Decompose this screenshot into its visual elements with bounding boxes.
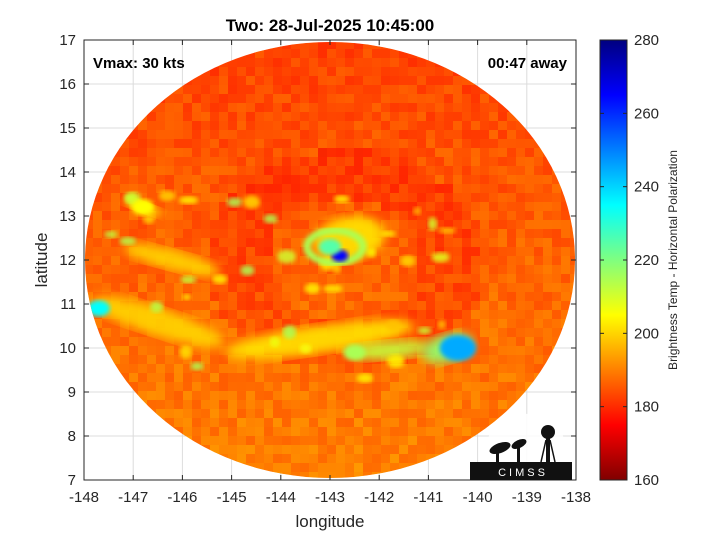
- feature-southern-band: [343, 344, 366, 361]
- colorbar: 160 180 200 220 240 260 280 Brightness Temp - …: [599, 32, 680, 489]
- y-tick-label: 15: [59, 120, 76, 137]
- y-tick-label: 7: [68, 472, 76, 489]
- feature-northwest-band: [131, 199, 155, 216]
- colorbar-tick-label: 280: [634, 32, 659, 49]
- y-tick-label: 9: [68, 384, 76, 401]
- x-tick-label: -143: [315, 489, 345, 506]
- x-tick-label: -146: [167, 489, 197, 506]
- vmax-annotation: Vmax: 30 kts: [93, 55, 185, 72]
- x-axis-label: longitude: [295, 512, 364, 531]
- colorbar-label: Brightness Temp - Horizontal Polarizatio…: [666, 150, 680, 370]
- y-tick-label: 13: [59, 208, 76, 225]
- feature-southeast-convection: [439, 335, 477, 361]
- x-tick-label: -148: [69, 489, 99, 506]
- chart-title: Two: 28-Jul-2025 10:45:00: [226, 16, 435, 35]
- y-tick-label: 16: [59, 76, 76, 93]
- cimss-logo: CIMSS: [470, 413, 572, 480]
- time-away-annotation: 00:47 away: [488, 55, 568, 72]
- y-axis-label: latitude: [32, 233, 51, 288]
- colorbar-gradient: [599, 39, 628, 481]
- colorbar-tick-label: 180: [634, 399, 659, 416]
- y-tick-label: 11: [60, 296, 76, 313]
- x-tick-label: -139: [512, 489, 542, 506]
- colorbar-tick-label: 240: [634, 179, 659, 196]
- x-tick-label: -142: [364, 489, 394, 506]
- colorbar-tick-label: 220: [634, 252, 659, 269]
- x-tick-label: -147: [118, 489, 148, 506]
- colorbar-tick-label: 160: [634, 472, 659, 489]
- feature-inner-ring: [318, 238, 342, 255]
- colorbar-tick-label: 260: [634, 105, 659, 122]
- x-tick-label: -144: [266, 489, 296, 506]
- cimss-logo-text: CIMSS: [498, 467, 548, 479]
- feature-western-cell: [87, 300, 110, 317]
- y-tick-label: 8: [68, 428, 76, 445]
- y-tick-label: 14: [59, 164, 76, 181]
- y-tick-label: 17: [59, 32, 76, 49]
- y-axis: 7 8 9 10 11 12 13 14 15 16 17: [59, 32, 576, 489]
- colorbar-tick-label: 200: [634, 325, 659, 342]
- x-tick-label: -145: [217, 489, 247, 506]
- x-axis: -148 -147 -146 -145 -144 -143 -142 -141 -140 -139…: [69, 40, 591, 506]
- y-tick-label: 10: [59, 340, 76, 357]
- y-tick-label: 12: [59, 252, 76, 269]
- x-tick-label: -141: [413, 489, 443, 506]
- x-tick-label: -140: [463, 489, 493, 506]
- x-tick-label: -138: [561, 489, 591, 506]
